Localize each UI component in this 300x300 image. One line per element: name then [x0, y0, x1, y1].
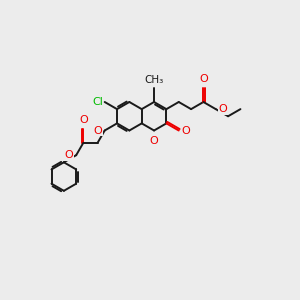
Text: O: O: [93, 125, 102, 136]
Text: CH₃: CH₃: [144, 75, 164, 85]
Text: O: O: [182, 125, 190, 136]
Text: O: O: [64, 150, 73, 160]
Text: O: O: [79, 115, 88, 125]
Text: O: O: [150, 136, 158, 146]
Text: O: O: [219, 104, 227, 114]
Text: Cl: Cl: [92, 97, 103, 107]
Text: O: O: [199, 74, 208, 84]
